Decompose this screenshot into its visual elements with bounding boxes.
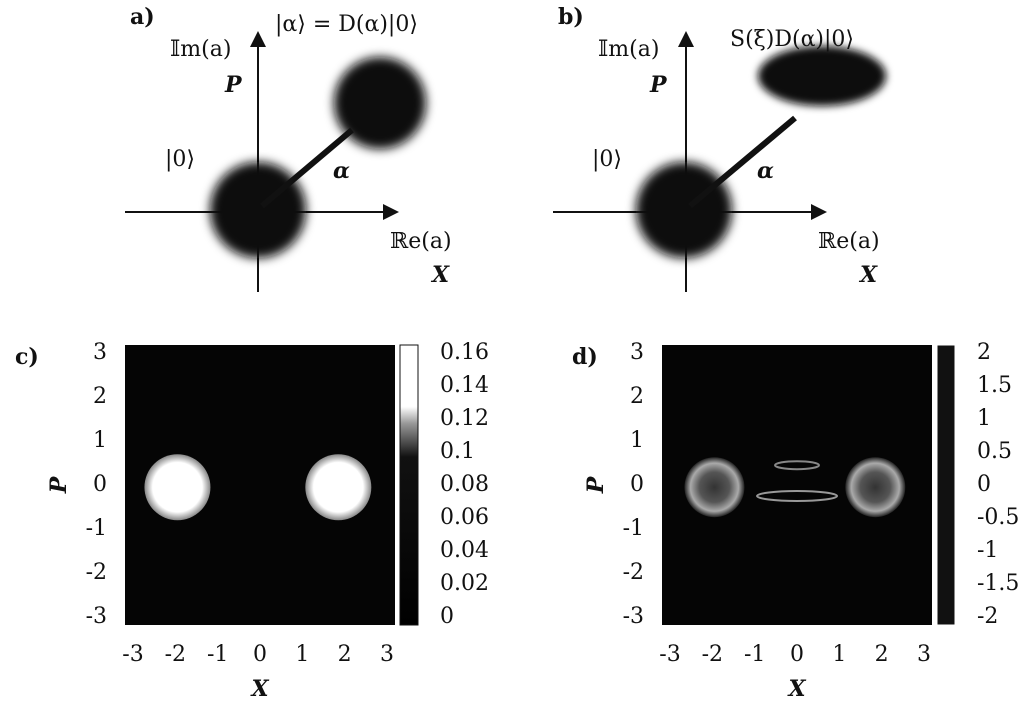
colorbar xyxy=(937,345,955,625)
colorbar-tick-label: -0.5 xyxy=(977,505,1019,530)
x-tick-label: -3 xyxy=(122,642,143,667)
colorbar-tick-label: 0.5 xyxy=(977,439,1012,464)
panel-label: c) xyxy=(15,344,39,370)
blob xyxy=(684,457,744,517)
x-tick-label: 0 xyxy=(253,642,267,667)
panel-label: d) xyxy=(572,344,598,370)
x-tick-label: 3 xyxy=(917,642,931,667)
x-tick-label: -1 xyxy=(744,642,765,667)
x-tick-label: -2 xyxy=(165,642,186,667)
x-tick-label: -1 xyxy=(207,642,228,667)
colorbar-tick-label: 0.1 xyxy=(440,439,475,464)
arrow-label: α xyxy=(333,158,350,184)
colorbar-tick-label: 0 xyxy=(977,472,991,497)
y-tick-label: 2 xyxy=(93,384,107,409)
heatmap-panel: c) -3 -2 -1 0 1 2 3 -3 -2 -1 0 1 2 3 0 0.02 0.04 0.06 0.08 0… xyxy=(15,340,489,702)
origin-label: |0⟩ xyxy=(592,147,622,172)
colorbar-tick-label: -1.5 xyxy=(977,571,1019,596)
x-axis-label: X xyxy=(249,676,269,702)
colorbar-tick-label: 0 xyxy=(440,604,454,629)
x-tick-label: -2 xyxy=(702,642,723,667)
y-tick-label: 0 xyxy=(630,472,644,497)
y-tick-label: 0 xyxy=(93,472,107,497)
colorbar-tick-label: 0.06 xyxy=(440,505,489,530)
y-tick-label: 3 xyxy=(630,340,644,365)
y-tick-label: -3 xyxy=(86,604,107,629)
axis-var: P xyxy=(649,72,668,98)
colorbar-tick-label: 0.08 xyxy=(440,472,489,497)
y-axis-label: P xyxy=(46,475,72,494)
colorbar-tick-label: 0.12 xyxy=(440,406,489,431)
y-axis-label: P xyxy=(583,475,609,494)
state-label: S(ξ)D(α)|0⟩ xyxy=(730,27,854,52)
colorbar xyxy=(400,345,418,625)
arrow-label: α xyxy=(757,158,774,184)
colorbar-tick-label: 1 xyxy=(977,406,991,431)
axis-label: ℝe(a) xyxy=(390,229,452,254)
y-tick-label: 1 xyxy=(93,428,107,453)
x-tick-label: 1 xyxy=(832,642,846,667)
y-tick-label: -1 xyxy=(86,516,107,541)
state-label: |α⟩ = D(α)|0⟩ xyxy=(275,12,418,37)
axis-var: X xyxy=(858,262,878,288)
blob xyxy=(845,457,905,517)
blob xyxy=(144,454,210,520)
x-tick-label: 3 xyxy=(380,642,394,667)
colorbar-tick-label: -2 xyxy=(977,604,998,629)
colorbar-tick-label: 1.5 xyxy=(977,373,1012,398)
panel-label: b) xyxy=(558,4,584,30)
axis-label: 𝕀m(a) xyxy=(170,37,231,62)
y-tick-label: 2 xyxy=(630,384,644,409)
y-tick-label: -1 xyxy=(623,516,644,541)
y-tick-label: -3 xyxy=(623,604,644,629)
panel-b: b) S(ξ)D(α)|0⟩ 𝕀m(a) P |0⟩ α ℝe(a) X xyxy=(553,4,886,292)
y-tick-label: -2 xyxy=(86,560,107,585)
colorbar-tick-label: 0.16 xyxy=(440,340,489,365)
colorbar-tick-label: 0.14 xyxy=(440,373,489,398)
x-tick-label: 0 xyxy=(790,642,804,667)
colorbar-tick-label: 0.02 xyxy=(440,571,489,596)
figure: a) |α⟩ = D(α)|0⟩ 𝕀m(a) P |0⟩ α ℝe(a) X b… xyxy=(0,0,1031,707)
x-tick-label: 2 xyxy=(338,642,352,667)
x-axis-label: X xyxy=(786,676,806,702)
panel-label: a) xyxy=(130,4,155,30)
y-tick-label: 3 xyxy=(93,340,107,365)
blob xyxy=(305,454,371,520)
colorbar-tick-label: -1 xyxy=(977,538,998,563)
x-tick-label: 1 xyxy=(295,642,309,667)
axis-var: P xyxy=(224,72,243,98)
heatmap-panel: d) -3 -2 -1 0 1 2 3 -3 -2 -1 0 1 2 3 -2 -1.5 -1 -0.5 0 0.5 1 1… xyxy=(572,340,1019,702)
x-tick-label: -3 xyxy=(659,642,680,667)
axis-var: X xyxy=(430,262,450,288)
y-tick-label: 1 xyxy=(630,428,644,453)
y-tick-label: -2 xyxy=(623,560,644,585)
panel-a: a) |α⟩ = D(α)|0⟩ 𝕀m(a) P |0⟩ α ℝe(a) X xyxy=(125,4,452,292)
colorbar-tick-label: 0.04 xyxy=(440,538,489,563)
axis-label: ℝe(a) xyxy=(818,229,880,254)
colorbar-tick-label: 2 xyxy=(977,340,991,365)
axis-label: 𝕀m(a) xyxy=(598,37,659,62)
x-tick-label: 2 xyxy=(875,642,889,667)
origin-label: |0⟩ xyxy=(165,147,195,172)
